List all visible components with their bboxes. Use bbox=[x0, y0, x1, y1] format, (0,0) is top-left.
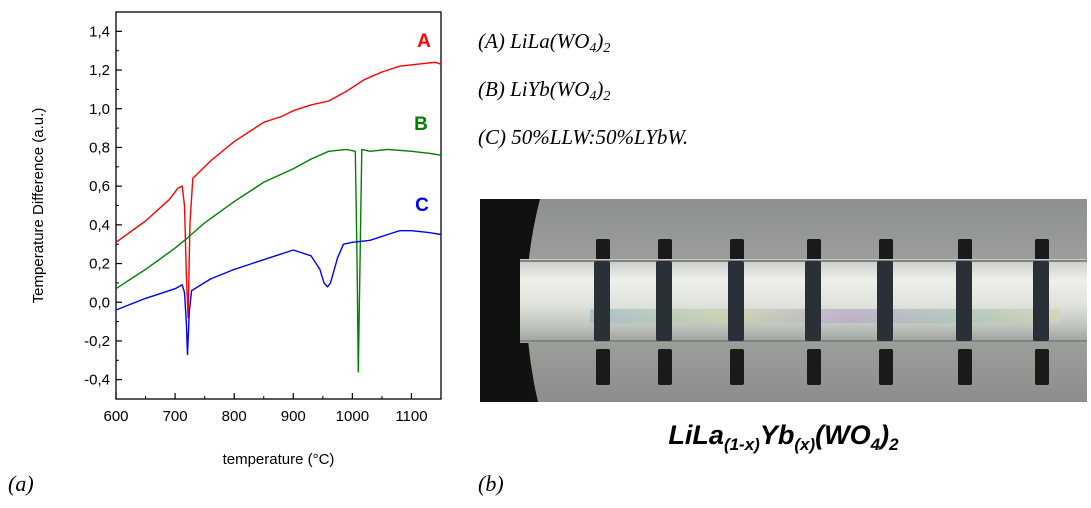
ruler-tick-bottom bbox=[596, 349, 610, 385]
ruler-tick-bottom bbox=[807, 349, 821, 385]
series-label-b: B bbox=[414, 114, 428, 135]
y-tick-label: 0,8 bbox=[89, 139, 110, 156]
ruler-tick-top bbox=[730, 239, 744, 261]
y-tick-label: 0,4 bbox=[89, 217, 110, 234]
x-tick-label: 800 bbox=[222, 408, 247, 425]
ruler-tick-top bbox=[596, 239, 610, 261]
crystal-dark-band bbox=[956, 261, 972, 341]
legend-c-text: (C) 50%LLW:50%LYbW. bbox=[478, 125, 689, 149]
legend-a-text: (A) LiLa(WO4)2 bbox=[478, 29, 611, 56]
legend-line-b: (B) LiYb(WO4)2 bbox=[478, 77, 610, 105]
x-tick-label: 1000 bbox=[336, 408, 369, 425]
crystal-dark-band bbox=[594, 261, 610, 341]
ruler-tick-top bbox=[1035, 239, 1049, 261]
ruler-tick-bottom bbox=[958, 349, 972, 385]
y-tick-label: 1,2 bbox=[89, 62, 110, 79]
y-axis-title: Temperature Difference (a.u.) bbox=[30, 108, 47, 304]
crystal-formula-caption: LiLa(1-x)Yb(x)(WO4)2 bbox=[668, 420, 899, 454]
x-axis-title: temperature (°C) bbox=[223, 451, 335, 468]
x-tick-label: 900 bbox=[281, 408, 306, 425]
plot-frame bbox=[115, 11, 442, 400]
ruler-tick-bottom bbox=[1035, 349, 1049, 385]
panel-label-a: (a) bbox=[8, 471, 34, 496]
dta-chart: 600 700 800 900 1000 1100 -0,4 -0,2 0,0 0,2 0,4 0,6… bbox=[30, 11, 442, 468]
series-label-a: A bbox=[417, 31, 431, 52]
crystal-dark-band bbox=[877, 261, 893, 341]
series-line-a bbox=[115, 61, 442, 319]
crystal-dark-band bbox=[656, 261, 672, 341]
crystal-rod bbox=[520, 259, 1087, 343]
iridescent-band bbox=[590, 309, 1060, 323]
crystal-photograph bbox=[480, 199, 1087, 402]
legend-line-c: (C) 50%LLW:50%LYbW. bbox=[478, 125, 688, 150]
x-tick-label: 1100 bbox=[395, 408, 427, 425]
panel-label-b: (b) bbox=[478, 471, 504, 496]
ruler-tick-bottom bbox=[730, 349, 744, 385]
series-line-c bbox=[115, 229, 442, 356]
ruler-marks-top bbox=[596, 239, 1049, 261]
ruler-marks-bands bbox=[594, 261, 1049, 341]
x-tick-label: 700 bbox=[163, 408, 188, 425]
legend-line-a: (A) LiLa(WO4)2 bbox=[478, 29, 610, 57]
series-line-b bbox=[115, 148, 442, 373]
crystal-dark-band bbox=[1033, 261, 1049, 341]
ruler-tick-top bbox=[879, 239, 893, 261]
series-label-c: C bbox=[415, 195, 429, 216]
crystal-dark-band bbox=[728, 261, 744, 341]
ruler-tick-bottom bbox=[879, 349, 893, 385]
x-tick-label: 600 bbox=[103, 408, 128, 425]
ruler-tick-bottom bbox=[658, 349, 672, 385]
ruler-tick-top bbox=[807, 239, 821, 261]
legend-b-text: (B) LiYb(WO4)2 bbox=[478, 77, 611, 104]
y-tick-label: 1,4 bbox=[89, 23, 110, 40]
y-tick-label: 0,2 bbox=[89, 256, 110, 273]
ruler-tick-top bbox=[958, 239, 972, 261]
y-tick-label: 0,6 bbox=[89, 178, 110, 195]
y-tick-label: 1,0 bbox=[89, 101, 110, 118]
y-tick-label: -0,4 bbox=[84, 372, 110, 389]
ruler-tick-top bbox=[658, 239, 672, 261]
ruler-marks-bottom bbox=[596, 349, 1049, 385]
photo-dark-edge bbox=[480, 199, 540, 402]
y-tick-label: -0,2 bbox=[84, 333, 110, 350]
crystal-dark-band bbox=[805, 261, 821, 341]
y-tick-label: 0,0 bbox=[89, 294, 110, 311]
